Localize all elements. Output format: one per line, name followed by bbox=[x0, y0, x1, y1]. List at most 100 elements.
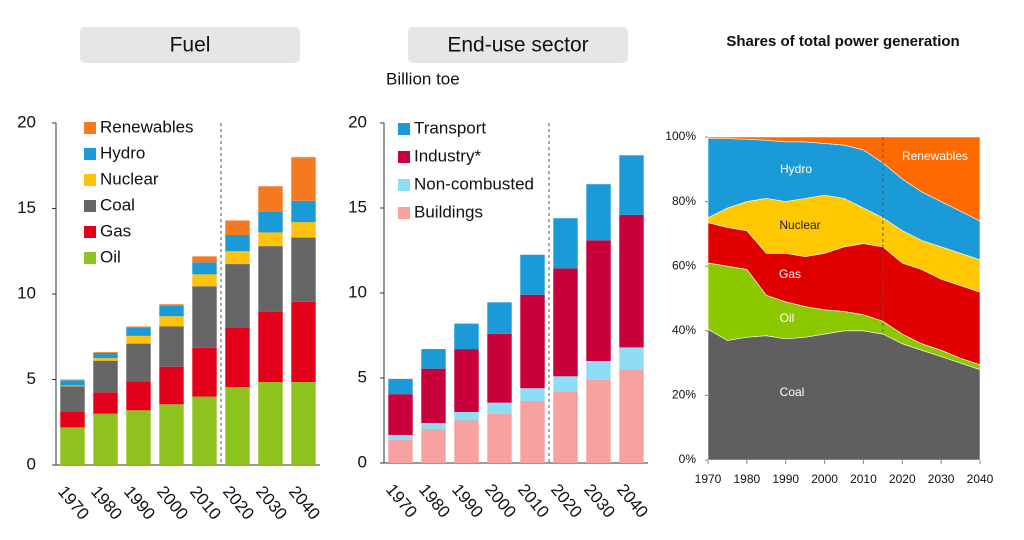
bar-segment bbox=[421, 423, 446, 429]
bar-segment bbox=[421, 368, 446, 424]
x-tick-label: 2040 bbox=[613, 480, 652, 521]
bar-segment bbox=[258, 232, 283, 247]
chart-title: Shares of total power generation bbox=[726, 33, 959, 50]
y-tick-label: 15 bbox=[17, 198, 36, 217]
bar-segment bbox=[159, 305, 184, 317]
bar-segment bbox=[586, 379, 611, 463]
y-tick-label: 40% bbox=[672, 323, 696, 337]
x-tick-label: 2030 bbox=[928, 472, 955, 486]
bar-segment bbox=[291, 200, 316, 223]
x-tick-label: 2020 bbox=[889, 472, 916, 486]
x-tick-label: 1970 bbox=[695, 472, 722, 486]
x-tick-label: 2000 bbox=[811, 472, 838, 486]
area-label: Nuclear bbox=[779, 218, 820, 232]
x-tick-label: 1990 bbox=[120, 482, 159, 523]
bar-segment bbox=[159, 304, 184, 306]
legend-swatch bbox=[84, 122, 96, 134]
bar-segment bbox=[126, 410, 151, 465]
bar-segment bbox=[553, 268, 578, 377]
area-label: Renewables bbox=[902, 149, 968, 163]
bar-segment bbox=[93, 358, 118, 361]
legend-label: Coal bbox=[100, 195, 135, 214]
y-tick-label: 15 bbox=[348, 197, 367, 216]
x-tick-label: 2000 bbox=[153, 482, 192, 523]
legend-swatch bbox=[84, 252, 96, 264]
bar-segment bbox=[225, 264, 250, 328]
chart-title: End-use sector bbox=[447, 34, 588, 57]
bar-segment bbox=[60, 380, 85, 386]
bar-segment bbox=[553, 376, 578, 392]
bar-segment bbox=[126, 327, 151, 336]
bar-segment bbox=[520, 388, 545, 401]
bar-segment bbox=[192, 396, 217, 465]
bar-segment bbox=[159, 404, 184, 465]
y-tick-label: 20 bbox=[348, 112, 367, 131]
bar-segment bbox=[192, 286, 217, 348]
legend-swatch bbox=[84, 226, 96, 238]
bar-segment bbox=[192, 347, 217, 397]
bar-segment bbox=[388, 394, 413, 435]
bar-segment bbox=[487, 302, 512, 334]
bar-segment bbox=[454, 420, 479, 463]
x-tick-label: 2030 bbox=[252, 482, 291, 523]
bar-segment bbox=[60, 386, 85, 412]
bar-segment bbox=[225, 235, 250, 252]
bar-segment bbox=[291, 157, 316, 201]
bar-segment bbox=[619, 155, 644, 215]
legend-label: Non-combusted bbox=[414, 174, 534, 193]
bar-segment bbox=[388, 434, 413, 441]
bar-segment bbox=[421, 429, 446, 463]
y-tick-label: 5 bbox=[27, 369, 36, 388]
title-box bbox=[80, 27, 300, 63]
area-label: Oil bbox=[780, 311, 795, 325]
bar-segment bbox=[225, 327, 250, 388]
bar-segment bbox=[258, 186, 283, 212]
bar-segment bbox=[553, 218, 578, 269]
bar-segment bbox=[520, 294, 545, 389]
x-tick-label: 2010 bbox=[186, 482, 225, 523]
bar-segment bbox=[586, 184, 611, 241]
bar-segment bbox=[93, 352, 118, 359]
bar-segment bbox=[192, 256, 217, 263]
bar-segment bbox=[126, 343, 151, 382]
bar-segment bbox=[520, 400, 545, 463]
y-tick-label: 20 bbox=[17, 112, 36, 131]
legend-swatch bbox=[84, 174, 96, 186]
bar-segment bbox=[93, 413, 118, 465]
y-axis-label: Billion toe bbox=[386, 69, 460, 88]
bar-segment bbox=[258, 311, 283, 383]
legend-label: Oil bbox=[100, 247, 121, 266]
x-tick-label: 2000 bbox=[481, 480, 520, 521]
bar-segment bbox=[60, 385, 85, 387]
bar-segment bbox=[487, 333, 512, 403]
bar-segment bbox=[388, 378, 413, 395]
y-tick-label: 10 bbox=[348, 282, 367, 301]
bar-segment bbox=[258, 211, 283, 233]
legend-swatch bbox=[84, 200, 96, 212]
bar-segment bbox=[93, 360, 118, 393]
legend-label: Hydro bbox=[100, 143, 145, 162]
x-tick-label: 2040 bbox=[967, 472, 994, 486]
area-label: Coal bbox=[780, 385, 805, 399]
area-label: Gas bbox=[779, 267, 801, 281]
bar-segment bbox=[520, 254, 545, 295]
bar-segment bbox=[60, 411, 85, 428]
chart-title: Fuel bbox=[170, 34, 211, 57]
bar-segment bbox=[192, 262, 217, 275]
x-tick-label: 1980 bbox=[415, 480, 454, 521]
legend-label: Renewables bbox=[100, 117, 194, 136]
x-tick-label: 2030 bbox=[580, 480, 619, 521]
y-tick-label: 100% bbox=[665, 129, 696, 143]
bar-segment bbox=[159, 326, 184, 367]
bar-segment bbox=[126, 335, 151, 344]
bar-segment bbox=[225, 387, 250, 465]
x-tick-label: 2010 bbox=[514, 480, 553, 521]
bar-segment bbox=[586, 361, 611, 380]
bar-segment bbox=[291, 237, 316, 302]
y-tick-label: 60% bbox=[672, 258, 696, 272]
bar-segment bbox=[487, 413, 512, 463]
x-tick-label: 2020 bbox=[547, 480, 586, 521]
y-tick-label: 20% bbox=[672, 388, 696, 402]
bar-segment bbox=[93, 352, 118, 353]
